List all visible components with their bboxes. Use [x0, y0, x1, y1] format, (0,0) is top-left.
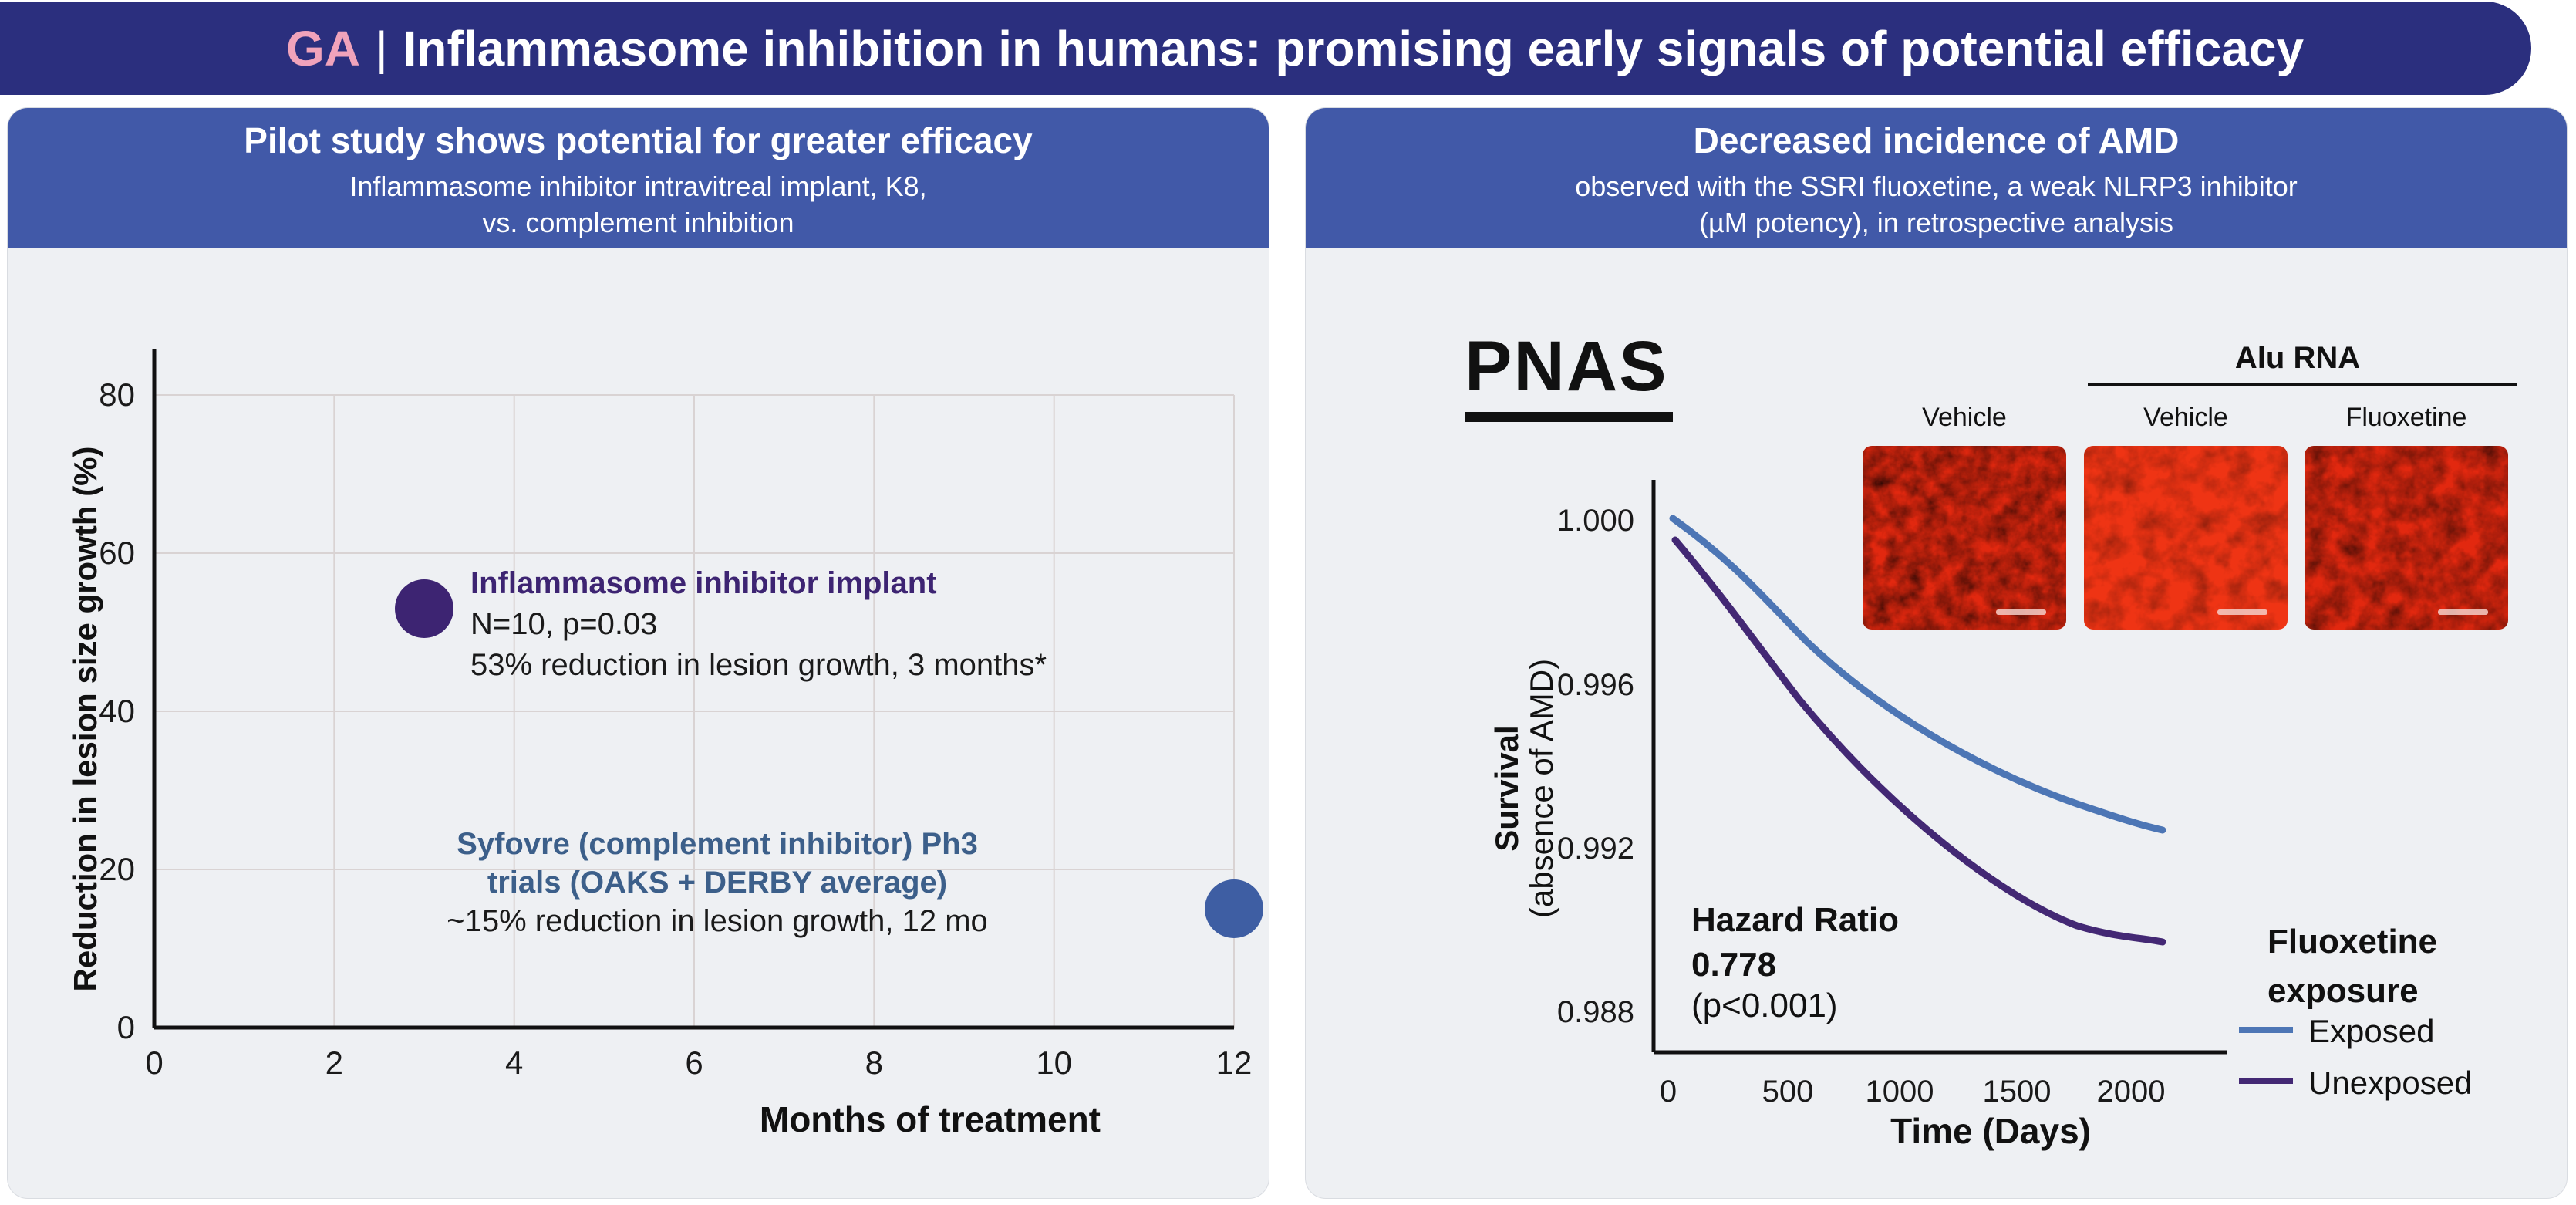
svg-text:Fluoxetine: Fluoxetine — [2346, 403, 2467, 432]
svg-text:Fluoxetine: Fluoxetine — [2267, 923, 2437, 960]
svg-text:N=10, p=0.03: N=10, p=0.03 — [470, 607, 657, 641]
svg-text:Vehicle: Vehicle — [2143, 403, 2228, 432]
svg-text:PNAS: PNAS — [1465, 327, 1668, 406]
svg-text:Hazard Ratio: Hazard Ratio — [1691, 901, 1899, 939]
svg-text:~15% reduction in lesion growt: ~15% reduction in lesion growth, 12 mo — [447, 904, 988, 938]
svg-text:53% reduction in lesion growth: 53% reduction in lesion growth, 3 months… — [470, 648, 1047, 682]
svg-text:60: 60 — [99, 535, 135, 571]
svg-text:1500: 1500 — [1983, 1075, 2052, 1109]
svg-text:80: 80 — [99, 376, 135, 413]
svg-text:Unexposed: Unexposed — [2308, 1065, 2472, 1101]
svg-text:Syfovre (complement inhibitor): Syfovre (complement inhibitor) Ph3 — [457, 827, 978, 861]
svg-text:Reduction in lesion size growt: Reduction in lesion size growth (%) — [67, 446, 103, 991]
svg-text:12: 12 — [1216, 1045, 1253, 1081]
svg-text:(absence of AMD): (absence of AMD) — [1523, 659, 1559, 918]
svg-text:0: 0 — [117, 1009, 135, 1045]
svg-text:40: 40 — [99, 693, 135, 729]
svg-text:500: 500 — [1762, 1075, 1814, 1109]
svg-text:0.778: 0.778 — [1691, 946, 1776, 984]
svg-text:2000: 2000 — [2097, 1075, 2166, 1109]
svg-text:Alu RNA: Alu RNA — [2235, 341, 2360, 375]
svg-text:4: 4 — [505, 1045, 523, 1081]
svg-text:Time (Days): Time (Days) — [1890, 1111, 2091, 1151]
svg-text:Vehicle: Vehicle — [1922, 403, 2007, 432]
svg-text:0.992: 0.992 — [1557, 832, 1634, 866]
svg-text:Inflammasome inhibitor implant: Inflammasome inhibitor implant — [470, 566, 937, 600]
svg-text:1000: 1000 — [1866, 1075, 1934, 1109]
svg-text:0: 0 — [145, 1045, 163, 1081]
svg-text:trials (OAKS + DERBY average): trials (OAKS + DERBY average) — [487, 866, 947, 900]
svg-text:Survival: Survival — [1489, 725, 1525, 851]
svg-text:2: 2 — [325, 1045, 343, 1081]
svg-text:(p<0.001): (p<0.001) — [1691, 987, 1838, 1024]
svg-text:20: 20 — [99, 851, 135, 887]
svg-text:0.996: 0.996 — [1557, 668, 1634, 702]
svg-text:10: 10 — [1036, 1045, 1072, 1081]
svg-text:8: 8 — [865, 1045, 883, 1081]
svg-text:6: 6 — [685, 1045, 703, 1081]
svg-text:Exposed: Exposed — [2308, 1013, 2434, 1049]
svg-text:0: 0 — [1660, 1075, 1677, 1109]
svg-text:exposure: exposure — [2267, 972, 2419, 1010]
svg-text:1.000: 1.000 — [1557, 504, 1634, 538]
svg-text:Months of treatment: Months of treatment — [760, 1099, 1101, 1139]
svg-text:0.988: 0.988 — [1557, 995, 1634, 1029]
